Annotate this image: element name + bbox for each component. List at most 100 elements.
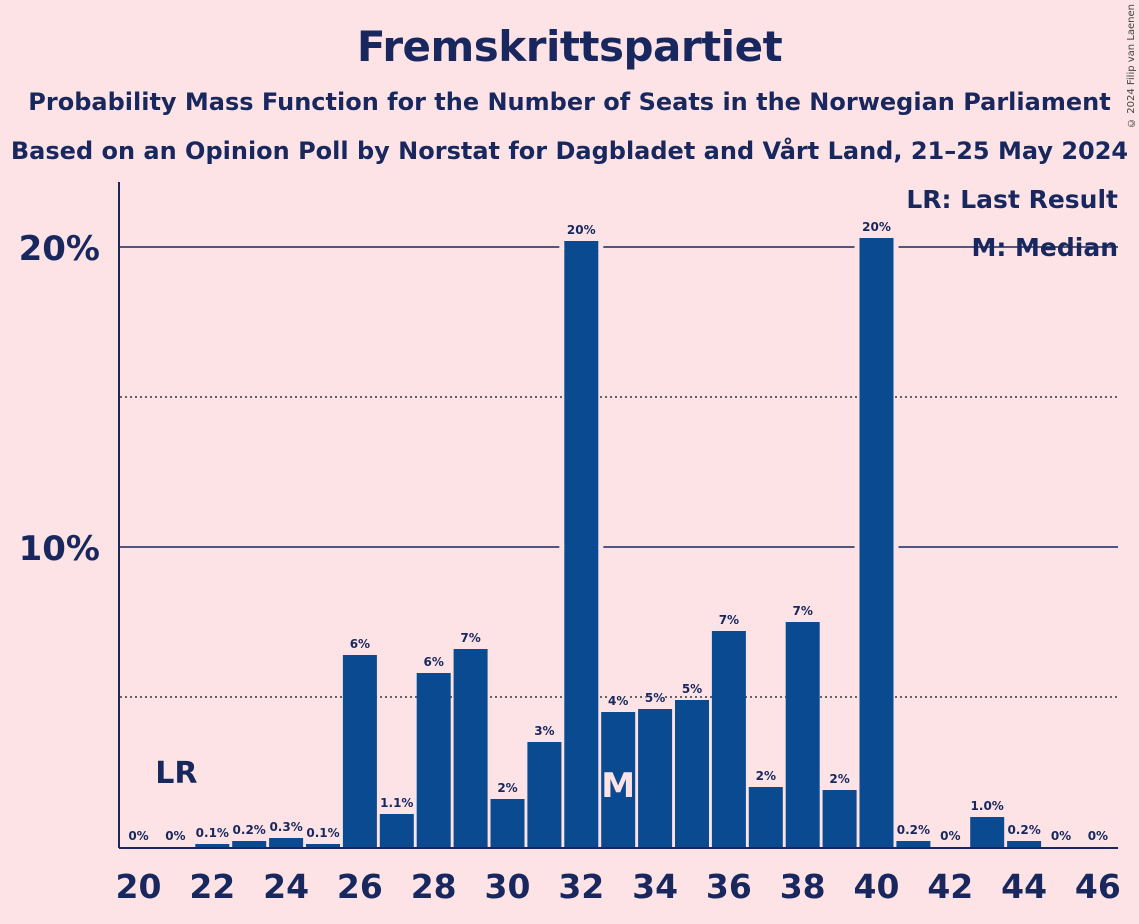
bar-label-bg	[350, 637, 370, 651]
bar-label-bg	[424, 655, 444, 669]
bar-label-bg	[970, 799, 1004, 813]
bar-seat-39	[822, 790, 857, 847]
bar-seat-22	[195, 844, 230, 847]
bar-value-label: 2%	[756, 769, 776, 783]
bar-seat-36	[711, 631, 746, 847]
bar-value-label: 4%	[608, 694, 628, 708]
bar-label-bg	[461, 631, 480, 645]
bar-seat-40	[859, 238, 894, 847]
bar-value-label: 7%	[719, 613, 739, 627]
bar-value-label: 0%	[940, 829, 960, 843]
bar-value-label: 7%	[793, 604, 813, 618]
bar-label-bg	[863, 220, 890, 234]
bar-label-bg	[896, 823, 931, 837]
bar-label-bg	[830, 772, 849, 786]
bar-label-bg	[645, 691, 665, 705]
x-tick-label: 46	[1075, 867, 1121, 906]
bar-label-bg	[1088, 829, 1108, 843]
x-tick-label: 24	[263, 867, 309, 906]
chart-subtitle: Probability Mass Function for the Number…	[28, 88, 1111, 116]
bar-seat-26	[342, 655, 377, 847]
bar-label-bg	[608, 694, 628, 708]
bar-value-label: 0%	[165, 829, 185, 843]
bar-seat-25	[306, 844, 340, 847]
bar-value-label: 0.2%	[897, 823, 930, 837]
bar-value-label: 5%	[682, 682, 702, 696]
bar-label-bg	[498, 781, 517, 795]
bar-label-bg	[380, 796, 414, 810]
bar-value-label: 0.2%	[233, 823, 266, 837]
bar-value-label: 7%	[460, 631, 480, 645]
bar-label-bg	[535, 724, 554, 738]
legend-median: M: Median	[971, 233, 1118, 262]
bar-label-bg	[793, 604, 813, 618]
bar-label-bg	[1007, 823, 1041, 837]
grid-gap-right	[598, 545, 604, 549]
bar-seat-35	[675, 700, 709, 847]
x-tick-label: 30	[485, 867, 531, 906]
bar-value-label: 1.0%	[971, 799, 1004, 813]
x-tick-label: 40	[854, 867, 900, 906]
bar-label-bg	[195, 826, 230, 840]
bar-value-label: 2%	[829, 772, 849, 786]
bar-label-bg	[940, 829, 960, 843]
x-tick-label: 28	[411, 867, 457, 906]
bar-seat-43	[970, 817, 1005, 847]
bar-label-bg	[568, 223, 595, 237]
bar-seat-29	[453, 649, 488, 847]
bar-label-bg	[682, 682, 702, 696]
bar-seat-31	[527, 742, 562, 847]
bar-seat-41	[896, 841, 931, 847]
grid-gap-right	[893, 545, 899, 549]
bar-value-label: 0.1%	[306, 826, 339, 840]
bar-value-label: 3%	[534, 724, 554, 738]
bar-label-bg	[232, 823, 266, 837]
bar-value-label: 20%	[862, 220, 891, 234]
bar-value-label: 0%	[128, 829, 148, 843]
bar-value-label: 2%	[497, 781, 517, 795]
bar-seat-38	[785, 622, 820, 847]
bar-value-label: 0.2%	[1007, 823, 1040, 837]
grid-gap-left	[559, 545, 565, 549]
bar-seat-34	[638, 709, 673, 847]
bar-value-label: 0.3%	[269, 820, 302, 834]
bar-label-bg	[306, 826, 340, 840]
bar-label-bg	[1051, 829, 1071, 843]
x-tick-label: 34	[632, 867, 678, 906]
bar-seat-33	[601, 712, 636, 847]
bar-value-label: 0.1%	[196, 826, 229, 840]
grid-gap-left	[559, 245, 565, 249]
bar-value-label: 1.1%	[380, 796, 413, 810]
y-tick-label: 20%	[19, 229, 100, 269]
median-marker: M	[601, 766, 635, 806]
legend-last-result: LR: Last Result	[906, 185, 1118, 214]
grid-gap-left	[854, 545, 860, 549]
bar-seat-32	[564, 241, 599, 847]
bar-seat-27	[379, 814, 414, 847]
chart-subtitle-source: Based on an Opinion Poll by Norstat for …	[10, 137, 1129, 165]
bar-label-bg	[269, 820, 303, 834]
bar-label-bg	[166, 829, 185, 843]
bar-label-bg	[129, 829, 148, 843]
x-tick-label: 22	[189, 867, 235, 906]
bar-label-bg	[719, 613, 739, 627]
bar-label-bg	[756, 769, 776, 783]
x-tick-label: 20	[116, 867, 162, 906]
x-tick-label: 38	[780, 867, 826, 906]
bar-value-label: 5%	[645, 691, 665, 705]
bar-value-label: 0%	[1051, 829, 1071, 843]
bar-value-label: 6%	[350, 637, 370, 651]
bar-seat-28	[416, 673, 451, 847]
bar-value-label: 0%	[1088, 829, 1108, 843]
bar-seat-37	[748, 787, 783, 847]
bar-seat-24	[269, 838, 304, 847]
chart-title: Fremskrittspartiet	[356, 22, 783, 71]
bar-seat-30	[490, 799, 525, 847]
bar-value-label: 20%	[567, 223, 596, 237]
x-tick-label: 26	[337, 867, 383, 906]
grid-gap-right	[598, 245, 604, 249]
bar-value-label: 6%	[424, 655, 444, 669]
x-tick-label: 42	[927, 867, 973, 906]
bar-seat-44	[1007, 841, 1042, 847]
